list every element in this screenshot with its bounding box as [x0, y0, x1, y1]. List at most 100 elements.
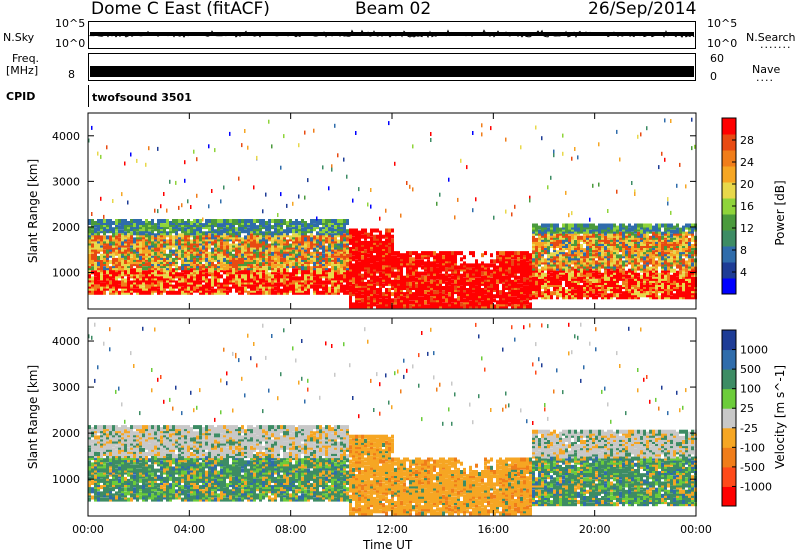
heatmap-cell	[268, 247, 271, 252]
heatmap-cell	[148, 227, 151, 232]
heatmap-cell	[118, 270, 121, 275]
heatmap-cell	[154, 251, 157, 256]
heatmap-cell	[178, 274, 181, 279]
heatmap-cell	[442, 302, 445, 307]
heatmap-cell	[580, 268, 583, 273]
heatmap-cell	[184, 278, 187, 283]
heatmap-cell	[382, 283, 385, 288]
heatmap-cell	[421, 281, 424, 286]
heatmap-cell	[169, 243, 172, 248]
heatmap-cell	[250, 239, 253, 244]
heatmap-cell	[475, 302, 478, 307]
heatmap-cell	[193, 286, 196, 291]
heatmap-cell	[445, 267, 448, 272]
heatmap-cell	[289, 235, 292, 240]
heatmap-cell	[349, 230, 352, 235]
heatmap-cell	[262, 282, 265, 287]
heatmap-cell	[400, 277, 403, 282]
heatmap-cell	[574, 242, 577, 246]
heatmap-cell	[340, 255, 343, 260]
heatmap-cell	[565, 276, 568, 281]
heatmap-cell	[187, 235, 190, 240]
heatmap-cell	[553, 285, 556, 290]
heatmap-cell	[166, 262, 169, 267]
heatmap-cell	[295, 282, 298, 287]
heatmap-cell	[508, 257, 511, 262]
heatmap-cell	[322, 235, 325, 240]
heatmap-cell	[148, 266, 151, 271]
heatmap-cell	[196, 193, 198, 198]
heatmap-cell	[538, 293, 541, 298]
heatmap-cell	[535, 268, 538, 273]
heatmap-cell	[115, 266, 118, 271]
heatmap-cell	[88, 274, 91, 279]
heatmap-cell	[388, 236, 391, 241]
heatmap-cell	[517, 294, 520, 299]
heatmap-cell	[259, 231, 262, 236]
heatmap-cell	[412, 257, 415, 262]
heatmap-cell	[406, 269, 409, 274]
heatmap-cell	[235, 276, 238, 281]
heatmap-cell	[157, 231, 160, 236]
heatmap-cell	[565, 264, 568, 269]
heatmap-cell	[532, 281, 535, 285]
heatmap-cell	[544, 223, 547, 228]
heatmap-cell	[364, 245, 367, 249]
heatmap-cell	[502, 257, 505, 262]
heatmap-cell	[274, 239, 277, 244]
heatmap-cell	[541, 260, 544, 265]
heatmap-cell	[223, 251, 226, 256]
heatmap-cell	[151, 286, 154, 291]
heatmap-cell	[109, 266, 112, 271]
heatmap-cell	[277, 223, 280, 228]
heatmap-cell	[322, 262, 325, 267]
heatmap-cell	[172, 260, 175, 264]
heatmap-cell	[283, 278, 286, 283]
heatmap-cell	[412, 294, 415, 299]
heatmap-cell	[376, 304, 379, 309]
heatmap-cell	[541, 233, 544, 238]
heatmap-cell	[487, 267, 490, 272]
heatmap-cell	[436, 263, 439, 268]
heatmap-cell	[202, 243, 205, 248]
heatmap-cell	[292, 251, 295, 256]
heatmap-cell	[421, 251, 424, 256]
heatmap-cell	[568, 264, 571, 269]
heatmap-cell	[403, 296, 406, 301]
heatmap-cell	[211, 266, 214, 271]
heatmap-cell	[535, 272, 538, 277]
heatmap-cell	[370, 286, 373, 290]
heatmap-cell	[226, 282, 229, 287]
heatmap-cell	[112, 282, 115, 287]
heatmap-cell	[562, 276, 565, 281]
heatmap-cell	[283, 233, 286, 238]
heatmap-cell	[322, 229, 325, 234]
heatmap-cell	[571, 225, 574, 230]
heatmap-cell	[265, 257, 268, 262]
heatmap-cell	[265, 225, 268, 230]
heatmap-cell	[310, 223, 313, 228]
heatmap-cell	[343, 270, 346, 275]
heatmap-cell	[379, 216, 381, 221]
heatmap-cell	[118, 243, 121, 248]
heatmap-cell	[388, 273, 391, 278]
heatmap-cell	[100, 243, 103, 248]
heatmap-cell	[313, 262, 316, 267]
heatmap-cell	[538, 285, 541, 290]
heatmap-cell	[331, 253, 334, 258]
heatmap-cell	[373, 283, 376, 288]
heatmap-cell	[439, 292, 442, 297]
heatmap-cell	[361, 286, 364, 290]
heatmap-cell	[397, 290, 400, 295]
heatmap-cell	[151, 251, 154, 256]
heatmap-cell	[331, 270, 334, 275]
heatmap-cell	[238, 257, 241, 262]
heatmap-cell	[490, 273, 493, 278]
heatmap-cell	[337, 288, 340, 293]
heatmap-cell	[250, 278, 253, 283]
heatmap-cell	[313, 227, 316, 232]
heatmap-cell	[160, 253, 163, 258]
heatmap-cell	[199, 290, 202, 295]
heatmap-cell	[283, 229, 286, 234]
heatmap-cell	[481, 288, 484, 292]
